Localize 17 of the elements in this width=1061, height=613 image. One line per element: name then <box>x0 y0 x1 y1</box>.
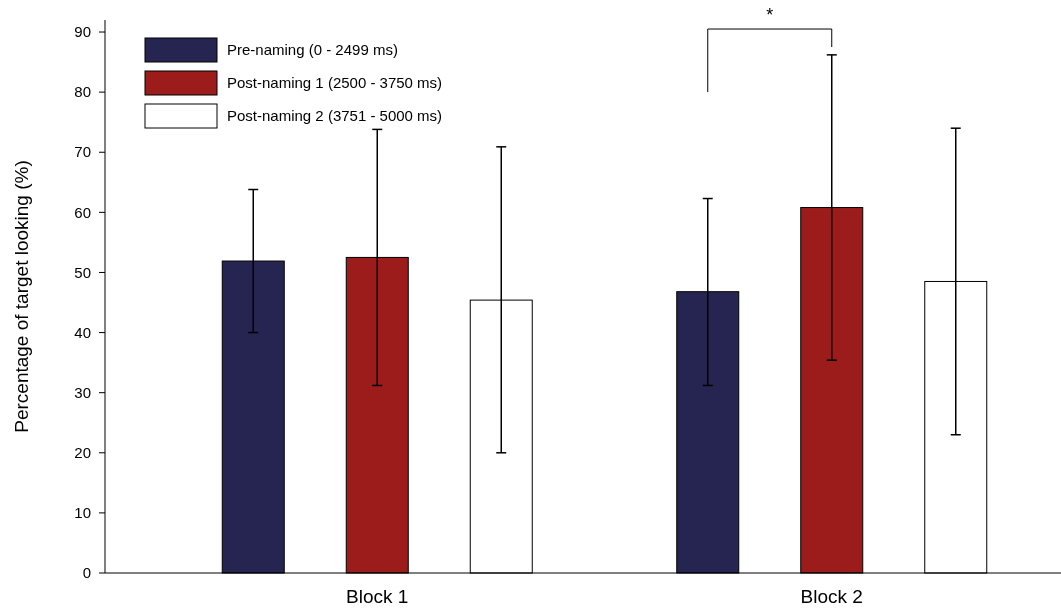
y-tick-label: 60 <box>74 203 91 221</box>
x-tick-label: Block 2 <box>800 586 863 607</box>
y-tick-label: 40 <box>74 323 91 341</box>
annotation: * <box>766 5 774 26</box>
legend-label: Post-naming 1 (2500 - 3750 ms) <box>227 74 443 92</box>
y-tick-label: 90 <box>74 23 91 41</box>
y-tick-label: 10 <box>74 504 91 522</box>
y-tick-label: 80 <box>74 83 91 101</box>
legend-label: Pre-naming (0 - 2499 ms) <box>227 41 398 59</box>
legend-label: Post-naming 2 (3751 - 5000 ms) <box>227 107 443 125</box>
y-tick-label: 50 <box>74 263 91 281</box>
y-axis-title: Percentage of target looking (%) <box>11 160 32 433</box>
x-tick-label: Block 1 <box>346 586 409 607</box>
y-tick-label: 70 <box>74 143 91 161</box>
y-tick-label: 0 <box>82 564 91 582</box>
y-tick-label: 30 <box>74 383 91 401</box>
y-tick-label: 20 <box>74 444 91 462</box>
